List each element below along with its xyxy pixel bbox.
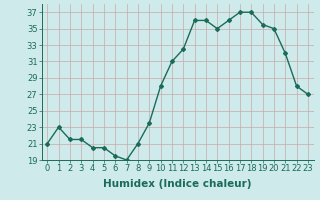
X-axis label: Humidex (Indice chaleur): Humidex (Indice chaleur) [103, 179, 252, 189]
